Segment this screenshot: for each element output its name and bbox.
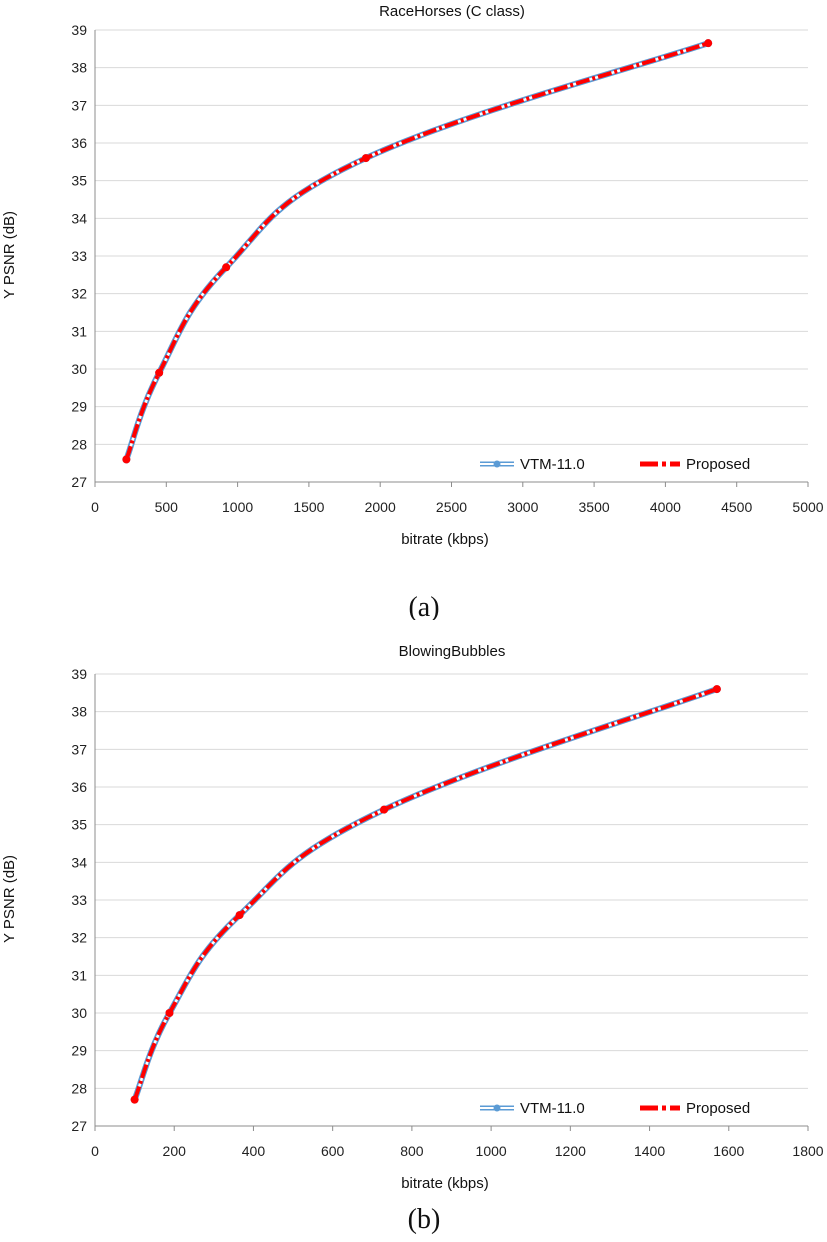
y-tick-label: 28 <box>71 436 87 452</box>
y-tick-label: 29 <box>71 399 87 415</box>
legend-item-vtm: VTM-11.0 <box>480 456 585 473</box>
data-point-proposed <box>235 911 244 920</box>
y-tick-label: 33 <box>71 892 87 908</box>
data-point-proposed <box>122 455 131 464</box>
legend-item-vtm: VTM-11.0 <box>480 1100 585 1117</box>
x-axis-label: bitrate (kbps) <box>401 1175 489 1192</box>
x-tick-label: 1000 <box>476 1143 507 1159</box>
y-tick-label: 30 <box>71 1005 87 1021</box>
series-line-proposed <box>132 687 718 1101</box>
x-tick-label: 0 <box>91 499 99 515</box>
series-line-vtm-inner <box>133 687 719 1101</box>
x-tick-label: 1000 <box>222 499 253 515</box>
chart-title: RaceHorses (C class) <box>379 3 525 20</box>
y-tick-label: 36 <box>71 135 87 151</box>
plot-area <box>94 29 809 487</box>
legend-label-proposed: Proposed <box>686 1100 750 1117</box>
x-tick-label: 500 <box>155 499 179 515</box>
y-tick-label: 29 <box>71 1043 87 1059</box>
chart-blowingbubbles: BlowingBubbles Y PSNR (dB) bitrate (kbps… <box>1 643 824 1235</box>
x-tick-label: 5000 <box>792 499 823 515</box>
legend: VTM-11.0 Proposed <box>430 1096 757 1121</box>
legend-label-proposed: Proposed <box>686 456 750 473</box>
y-tick-label: 32 <box>71 286 87 302</box>
y-tick-label: 35 <box>71 817 87 833</box>
chart-title: BlowingBubbles <box>399 643 506 660</box>
y-tick-label: 34 <box>71 854 87 870</box>
x-tick-label: 200 <box>163 1143 187 1159</box>
y-tick-label: 33 <box>71 248 87 264</box>
x-tick-label: 3500 <box>579 499 610 515</box>
y-tick-label: 32 <box>71 930 87 946</box>
legend-label-vtm: VTM-11.0 <box>520 456 585 473</box>
legend: VTM-11.0 Proposed <box>430 452 757 477</box>
figure-caption: (a) <box>408 592 439 620</box>
plot-area <box>94 673 809 1131</box>
y-tick-label: 27 <box>71 474 87 490</box>
y-tick-label: 31 <box>71 323 87 339</box>
y-tick-label: 37 <box>71 97 87 113</box>
y-tick-label: 37 <box>71 741 87 757</box>
y-tick-label: 36 <box>71 779 87 795</box>
x-tick-label: 1400 <box>634 1143 665 1159</box>
y-tick-label: 28 <box>71 1080 87 1096</box>
y-tick-label: 31 <box>71 967 87 983</box>
series-line-proposed <box>124 41 709 461</box>
data-point-proposed <box>222 263 231 272</box>
chart-racehorses: RaceHorses (C class) Y PSNR (dB) bitrate… <box>1 3 824 620</box>
data-point-proposed <box>712 685 721 694</box>
x-axis-label: bitrate (kbps) <box>401 531 489 548</box>
x-tick-label: 4500 <box>721 499 752 515</box>
y-tick-label: 27 <box>71 1118 87 1134</box>
x-tick-label: 0 <box>91 1143 99 1159</box>
x-tick-label: 1800 <box>792 1143 823 1159</box>
x-tick-label: 1600 <box>713 1143 744 1159</box>
x-tick-label: 3000 <box>507 499 538 515</box>
y-tick-label: 38 <box>71 60 87 76</box>
data-point-proposed <box>165 1009 174 1017</box>
x-tick-label: 2000 <box>365 499 396 515</box>
legend-marker-vtm <box>493 460 501 468</box>
x-tick-label: 600 <box>321 1143 345 1159</box>
y-tick-label: 34 <box>71 210 87 226</box>
data-point-proposed <box>704 39 713 48</box>
legend-item-proposed: Proposed <box>640 456 750 473</box>
legend-item-proposed: Proposed <box>640 1100 750 1117</box>
y-tick-label: 35 <box>71 173 87 189</box>
y-tick-label: 38 <box>71 704 87 720</box>
y-tick-label: 39 <box>71 22 87 38</box>
y-tick-label: 30 <box>71 361 87 377</box>
legend-label-vtm: VTM-11.0 <box>520 1100 585 1117</box>
y-axis-label: Y PSNR (dB) <box>1 211 18 299</box>
data-point-proposed <box>361 154 370 163</box>
legend-marker-vtm <box>493 1104 501 1112</box>
x-tick-label: 800 <box>400 1143 424 1159</box>
figure-caption: (b) <box>408 1204 441 1235</box>
y-axis-label: Y PSNR (dB) <box>1 855 18 943</box>
data-point-proposed <box>380 805 389 814</box>
y-tick-label: 39 <box>71 666 87 682</box>
data-point-proposed <box>155 368 164 377</box>
x-tick-label: 2500 <box>436 499 467 515</box>
x-tick-label: 1500 <box>293 499 324 515</box>
series-line-vtm <box>131 686 720 1103</box>
data-point-proposed <box>130 1095 139 1104</box>
x-tick-label: 400 <box>242 1143 266 1159</box>
x-tick-label: 1200 <box>555 1143 586 1159</box>
x-tick-label: 4000 <box>650 499 681 515</box>
